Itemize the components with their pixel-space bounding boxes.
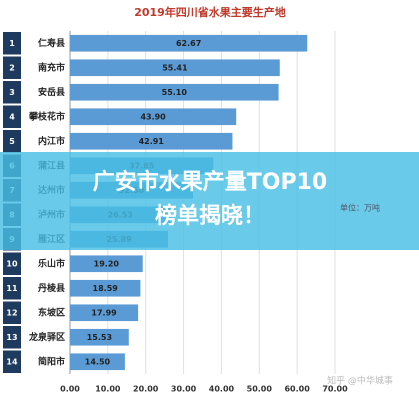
rank-label: 14 xyxy=(6,357,18,366)
rank-label: 5 xyxy=(9,137,15,146)
x-tick-label: 30.00 xyxy=(171,385,197,394)
bar xyxy=(70,83,279,101)
bar xyxy=(70,108,237,126)
rank-label: 12 xyxy=(6,308,17,317)
rank-label: 2 xyxy=(9,63,15,72)
category-label: 龙泉驿区 xyxy=(28,331,65,343)
bar xyxy=(70,59,280,77)
value-label: 19.20 xyxy=(94,259,120,268)
value-label: 18.59 xyxy=(93,284,119,293)
rank-box xyxy=(3,130,21,153)
category-label: 东坡区 xyxy=(38,306,65,318)
rank-label: 4 xyxy=(9,112,15,121)
rank-label: 11 xyxy=(6,284,18,293)
rank-box xyxy=(3,105,21,128)
rank-box xyxy=(3,301,21,324)
category-label: 南充市 xyxy=(38,61,65,73)
rank-box xyxy=(3,326,21,349)
value-label: 62.67 xyxy=(176,39,201,48)
x-tick-label: 50.00 xyxy=(247,385,273,394)
value-label: 14.50 xyxy=(85,357,111,366)
category-label: 攀枝花市 xyxy=(28,110,65,122)
value-label: 55.10 xyxy=(162,88,188,97)
chart-title: 2019年四川省水果主要生产地 xyxy=(134,5,286,19)
rank-box xyxy=(3,350,21,373)
watermark: 知乎 @中华城事 xyxy=(327,375,393,387)
x-tick-label: 60.00 xyxy=(284,385,310,394)
rank-box xyxy=(3,81,21,104)
rank-label: 3 xyxy=(9,88,15,97)
value-label: 17.99 xyxy=(91,308,117,317)
bar xyxy=(70,34,308,52)
bar xyxy=(70,304,139,322)
rank-label: 13 xyxy=(6,333,17,342)
rank-box xyxy=(3,252,21,275)
category-label: 内江市 xyxy=(38,135,65,147)
rank-label: 1 xyxy=(9,39,15,48)
banner-text: 榜单揭晓！ xyxy=(155,203,265,229)
bar xyxy=(70,255,143,273)
x-tick-label: 0.00 xyxy=(60,385,80,394)
rank-box xyxy=(3,32,21,55)
bar xyxy=(70,353,125,371)
category-label: 乐山市 xyxy=(38,257,65,269)
x-tick-label: 20.00 xyxy=(133,385,159,394)
bar xyxy=(70,132,233,150)
banner xyxy=(0,152,419,250)
category-label: 丹棱县 xyxy=(38,282,65,294)
value-label: 43.90 xyxy=(140,112,166,121)
rank-box xyxy=(3,277,21,300)
banner-text: 广安市水果产量TOP10 xyxy=(93,169,327,195)
bar xyxy=(70,328,129,346)
value-label: 15.53 xyxy=(87,333,112,342)
rank-box xyxy=(3,56,21,79)
value-label: 55.41 xyxy=(162,63,188,72)
x-tick-label: 40.00 xyxy=(209,385,235,394)
category-label: 简阳市 xyxy=(38,355,65,367)
x-tick-label: 70.00 xyxy=(322,385,348,394)
category-label: 安岳县 xyxy=(38,86,65,98)
category-label: 仁寿县 xyxy=(38,37,65,49)
bar xyxy=(70,279,141,297)
value-label: 42.91 xyxy=(139,137,165,146)
rank-label: 10 xyxy=(6,259,18,268)
x-tick-label: 10.00 xyxy=(95,385,121,394)
unit-label: 单位：万吨 xyxy=(340,203,380,213)
